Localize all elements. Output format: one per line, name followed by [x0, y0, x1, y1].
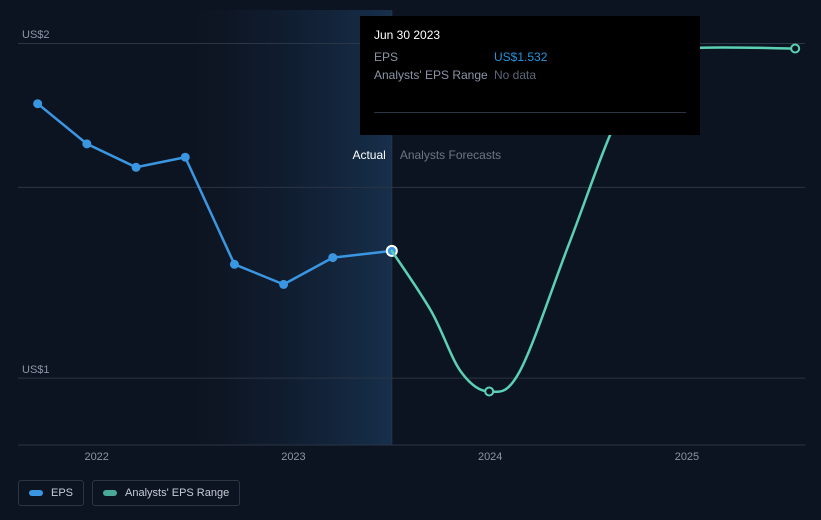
x-tick-label: 2022	[84, 451, 108, 463]
chart-legend: EPS Analysts' EPS Range	[18, 480, 240, 506]
legend-item-eps[interactable]: EPS	[18, 480, 84, 506]
legend-label-range: Analysts' EPS Range	[125, 487, 229, 499]
tooltip-row-range: Analysts' EPS Range No data	[374, 66, 686, 84]
tooltip-label-range: Analysts' EPS Range	[374, 66, 494, 84]
legend-swatch-eps	[29, 490, 43, 496]
tooltip-value-range: No data	[494, 66, 536, 84]
legend-label-eps: EPS	[51, 487, 73, 499]
legend-swatch-range	[103, 490, 117, 496]
forecast-region-label: Analysts Forecasts	[400, 148, 501, 162]
x-tick-label: 2023	[281, 451, 305, 463]
tooltip-divider	[374, 112, 686, 113]
tooltip-label-eps: EPS	[374, 48, 494, 66]
x-tick-label: 2024	[478, 451, 502, 463]
eps-chart: US$1 US$2 2022 2023 2024 2025 Actual Analyst…	[0, 0, 821, 520]
tooltip-row-eps: EPS US$1.532	[374, 48, 686, 66]
legend-item-range[interactable]: Analysts' EPS Range	[92, 480, 240, 506]
x-tick-label: 2025	[675, 451, 699, 463]
y-tick-label: US$1	[22, 364, 50, 376]
actual-region-label: Actual	[352, 148, 385, 162]
y-tick-label: US$2	[22, 29, 50, 41]
tooltip-date: Jun 30 2023	[374, 26, 686, 44]
tooltip-value-eps: US$1.532	[494, 48, 547, 66]
chart-tooltip: Jun 30 2023 EPS US$1.532 Analysts' EPS R…	[360, 16, 700, 135]
